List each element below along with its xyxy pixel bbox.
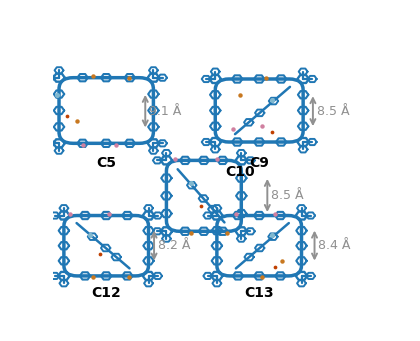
Text: C10: C10 [225, 165, 255, 179]
Text: 8.5 Å: 8.5 Å [271, 189, 304, 202]
Text: C5: C5 [96, 156, 116, 170]
Text: C13: C13 [244, 286, 274, 300]
Text: 8.4 Å: 8.4 Å [318, 239, 351, 252]
Text: 8.2 Å: 8.2 Å [158, 239, 190, 252]
Text: C12: C12 [91, 286, 121, 300]
Text: 8.5 Å: 8.5 Å [317, 105, 349, 118]
Text: 9.1 Å: 9.1 Å [149, 105, 181, 118]
Text: C9: C9 [249, 156, 269, 170]
